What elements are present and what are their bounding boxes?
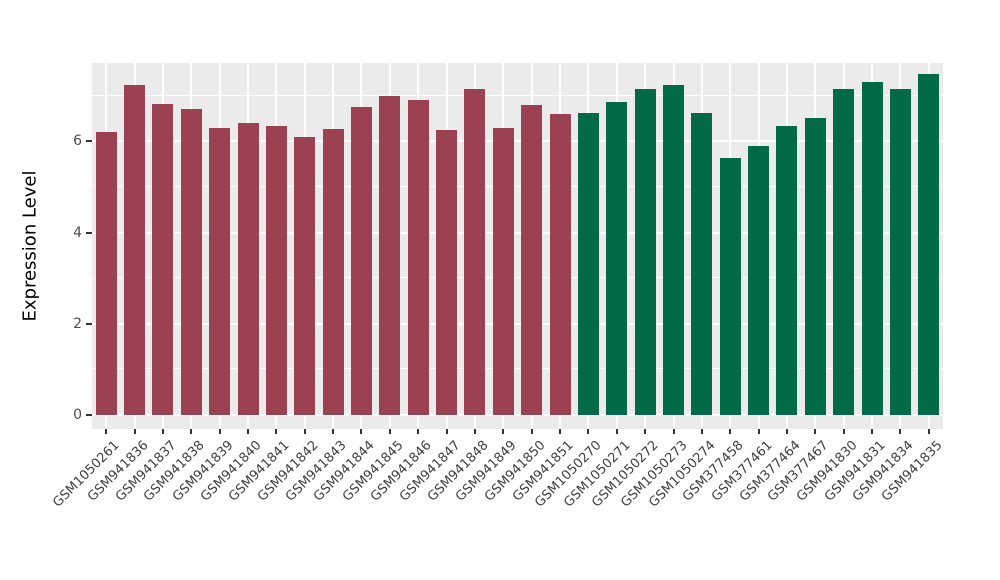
bar-GSM941839	[209, 127, 231, 415]
bar-GSM1050274	[691, 113, 713, 415]
bar-GSM941842	[294, 137, 316, 415]
x-tick-mark	[161, 429, 164, 434]
x-tick-mark	[502, 429, 505, 434]
bar-GSM941851	[549, 114, 571, 415]
x-tick-mark	[473, 429, 476, 434]
y-tick-label: 6	[73, 133, 82, 150]
gridline-major	[92, 140, 943, 143]
x-tick-mark	[303, 429, 306, 434]
y-tick-label: 2	[73, 315, 82, 332]
x-tick-mark	[275, 429, 278, 434]
gridline-minor	[92, 186, 943, 187]
x-tick-mark	[729, 429, 732, 434]
x-tick-mark	[871, 429, 874, 434]
x-tick-mark	[388, 429, 391, 434]
bar-GSM941850	[521, 104, 543, 415]
y-tick-mark	[86, 322, 92, 325]
bar-GSM941844	[350, 107, 372, 415]
bar-GSM941847	[436, 129, 458, 415]
y-tick-mark	[86, 140, 92, 143]
bar-GSM941843	[322, 128, 344, 415]
bar-GSM941836	[124, 84, 146, 415]
x-tick-mark	[218, 429, 221, 434]
bar-GSM1050270	[577, 112, 599, 415]
x-tick-mark	[672, 429, 675, 434]
bar-GSM1050273	[663, 84, 685, 415]
x-tick-mark	[247, 429, 250, 434]
x-tick-mark	[105, 429, 108, 434]
bar-GSM941848	[464, 88, 486, 415]
x-tick-mark	[899, 429, 902, 434]
bar-GSM1050261	[95, 132, 117, 415]
gridline-minor	[92, 368, 943, 370]
bar-GSM941849	[492, 128, 514, 415]
bar-GSM377467	[804, 117, 826, 415]
x-tick-mark	[332, 429, 335, 434]
bar-GSM377458	[719, 158, 741, 415]
gridline-major	[92, 322, 943, 325]
x-tick-mark	[360, 429, 363, 434]
y-tick-label: 0	[73, 407, 82, 423]
bar-GSM377464	[776, 125, 798, 415]
bar-GSM941834	[889, 88, 911, 415]
x-tick-mark	[133, 429, 136, 434]
bar-GSM941845	[379, 95, 401, 415]
gridline-major	[92, 414, 943, 416]
bar-GSM1050272	[634, 89, 656, 415]
x-tick-mark	[417, 429, 420, 434]
x-tick-mark	[757, 429, 760, 434]
bar-GSM941841	[265, 125, 287, 415]
x-tick-mark	[587, 429, 590, 434]
x-tick-mark	[814, 429, 817, 434]
x-tick-mark	[445, 429, 448, 434]
x-tick-mark	[700, 429, 703, 434]
gridline-minor	[92, 94, 943, 96]
x-tick-mark	[927, 429, 930, 434]
x-tick-mark	[842, 429, 845, 434]
x-tick-mark	[644, 429, 647, 434]
bar-GSM941840	[237, 123, 259, 415]
bar-GSM941846	[407, 99, 429, 415]
bar-GSM941835	[918, 73, 940, 415]
bar-GSM941838	[180, 109, 202, 415]
x-tick-mark	[785, 429, 788, 434]
x-tick-mark	[190, 429, 193, 434]
bar-GSM377461	[748, 145, 770, 415]
y-axis-title: Expression Level	[19, 170, 41, 322]
bar-GSM1050271	[606, 101, 628, 415]
y-tick-label: 4	[73, 224, 82, 241]
bar-GSM941830	[833, 88, 855, 415]
gridline-major	[92, 231, 943, 234]
x-tick-mark	[559, 429, 562, 434]
y-tick-mark	[86, 231, 92, 234]
bar-GSM941837	[152, 103, 174, 415]
y-tick-mark	[86, 414, 92, 416]
bar-GSM941831	[861, 81, 883, 415]
x-tick-mark	[530, 429, 533, 434]
x-tick-mark	[615, 429, 618, 434]
plot-panel	[92, 63, 943, 429]
gridline-minor	[92, 277, 943, 279]
